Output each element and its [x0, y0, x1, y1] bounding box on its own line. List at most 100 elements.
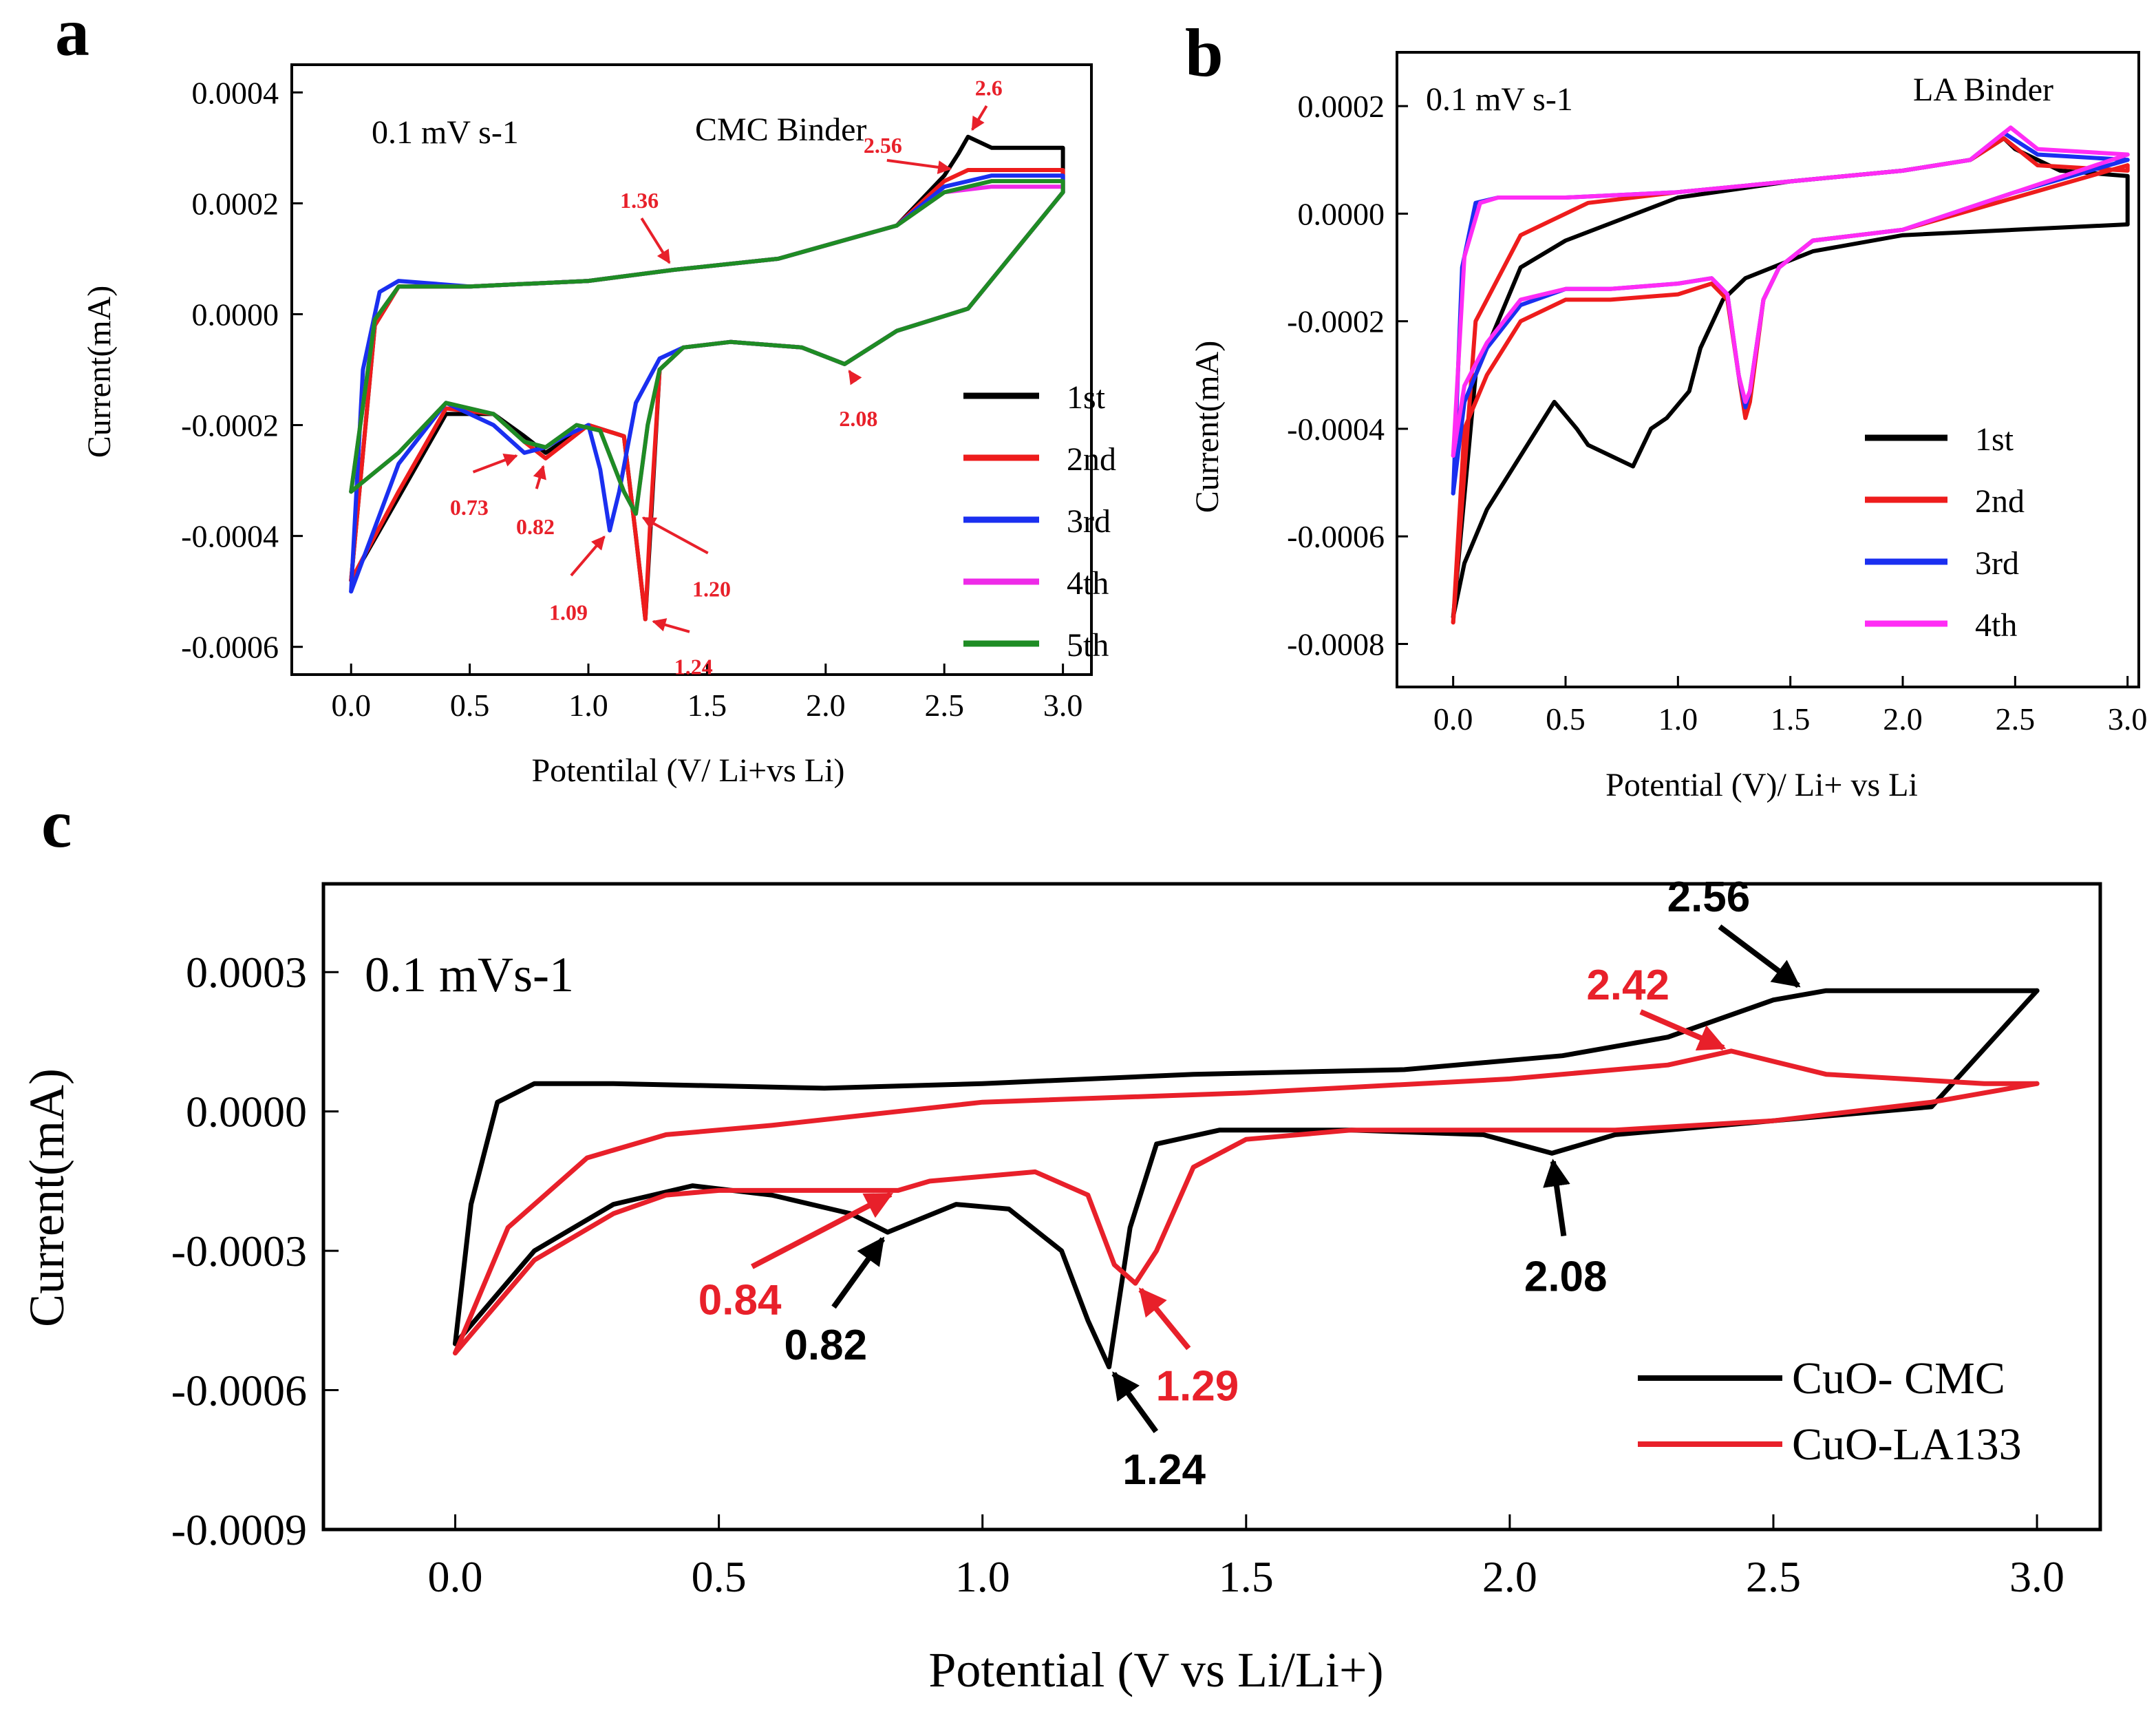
panel-b-frame	[1396, 51, 2140, 688]
panel-a-binder-label: CMC Binder	[695, 112, 866, 148]
panel-a-legend-label: 3rd	[1067, 503, 1111, 540]
panel-a-annotation-label: 0.82	[516, 514, 555, 539]
panel-b-xtick-label: 0.0	[1433, 701, 1473, 737]
panel-b-series-1-anodic-line	[1451, 136, 2130, 620]
panel-c-series-1-anodic-line	[453, 988, 2040, 1346]
panel-c-ytick-label: -0.0009	[171, 1505, 307, 1554]
panel-a: 0.0 0.5 1.0 1.5 2.0 2.5 3.0 0.0004 0.0002 0.0000 -…	[81, 63, 1116, 789]
panel-a-series-5-cathodic-line	[349, 190, 1065, 516]
panel-b-series-3-cathodic-line	[1451, 158, 2130, 496]
panel-c-annotation-label: 1.24	[1122, 1446, 1206, 1494]
panel-a-legend-label: 2nd	[1067, 441, 1116, 478]
panel-a-annotation-arrow	[472, 453, 518, 474]
panel-a-ytick-label: 0.0000	[192, 297, 279, 332]
panel-b-ytick-label: -0.0002	[1287, 304, 1385, 339]
panel-a-legend-label: 4th	[1067, 565, 1109, 602]
panel-c-series-2-cathodic-line	[453, 1081, 2040, 1356]
panel-a-xtick-label: 0.5	[450, 688, 490, 723]
panel-c-xtick-label: 2.0	[1482, 1552, 1537, 1601]
panel-c-ylabel: Current(mA)	[19, 1068, 74, 1327]
panel-a-xtick-label: 2.5	[924, 688, 964, 723]
panel-a-series-4-anodic-line	[349, 184, 1065, 494]
panel-a-ylabel: Current(mA)	[81, 286, 118, 458]
panel-letter-c: c	[41, 785, 72, 862]
panel-c-xtick-label: 1.0	[955, 1552, 1010, 1601]
panel-a-legend-label: 1st	[1067, 379, 1106, 416]
panel-b-ylabel: Current(mA)	[1189, 341, 1226, 514]
panel-b-series-2-cathodic-line	[1451, 163, 2130, 625]
panel-a-xtick-label: 1.0	[568, 688, 608, 723]
panel-a-xlabel: Potentilal (V/ Li+vs Li)	[531, 752, 844, 789]
panel-a-annotation-arrow	[971, 105, 988, 131]
panel-b-xtick-label: 1.0	[1658, 701, 1698, 737]
panel-a-curves	[349, 134, 1065, 622]
panel-b-ticks: 0.0 0.5 1.0 1.5 2.0 2.5 3.0 0.0002 0.0000 -0.0002…	[1287, 89, 2147, 737]
panel-c-annotation-label: 2.42	[1586, 962, 1669, 1009]
panel-a-annotation-label: 2.6	[975, 76, 1003, 100]
panel-c-ticks: 0.0 0.5 1.0 1.5 2.0 2.5 3.0 0.0003 0.0000 -0.0003…	[171, 948, 2064, 1601]
panel-a-ytick-label: 0.0004	[192, 75, 279, 110]
panel-b-binder-label: LA Binder	[1913, 72, 2053, 108]
panel-a-annotation-arrow	[533, 465, 546, 489]
panel-b-ytick-label: -0.0008	[1287, 626, 1385, 662]
panel-c-ytick-label: 0.0000	[186, 1088, 307, 1136]
panel-a-ytick-label: 0.0002	[192, 186, 279, 221]
panel-c-annotation-label: 0.82	[784, 1322, 867, 1369]
panel-c-annotation-arrow	[1543, 1158, 1570, 1237]
panel-c-xtick-label: 0.0	[428, 1552, 483, 1601]
panel-a-legend: 1st 2nd 3rd 4th 5th	[963, 379, 1116, 664]
panel-b-series-2-anodic-line	[1451, 136, 2130, 625]
panel-a-ytick-label: -0.0004	[181, 519, 279, 554]
panel-b-legend-label: 2nd	[1975, 483, 2025, 520]
panel-b-ytick-label: -0.0006	[1287, 519, 1385, 554]
panel-c-frame	[321, 882, 2102, 1532]
panel-a-series-3-anodic-line	[349, 173, 1065, 594]
panel-a-annotation-label: 2.56	[864, 133, 902, 158]
panel-b-xtick-label: 0.5	[1546, 701, 1586, 737]
panel-a-annotation-arrow	[848, 370, 862, 385]
panel-a-series-3-cathodic-line	[349, 190, 1065, 594]
panel-c-xlabel: Potential (V vs Li/Li+)	[928, 1642, 1383, 1697]
panel-b-xlabel: Potential (V)/ Li+ vs Li	[1605, 767, 1918, 803]
panel-b-curves	[1451, 125, 2130, 625]
panel-c-series-1-cathodic-line	[453, 988, 2040, 1370]
panel-b-xtick-label: 2.0	[1883, 701, 1923, 737]
panel-c-legend: CuO- CMC CuO-LA133	[1638, 1353, 2022, 1470]
panel-a-annotation-arrow	[652, 618, 690, 633]
panel-c-annotation-arrow	[751, 1192, 894, 1269]
panel-a-xtick-label: 0.0	[331, 688, 371, 723]
panel-a-annotation-arrow	[570, 536, 606, 577]
panel-a-legend-label: 5th	[1067, 627, 1109, 664]
panel-a-annotations: 2.6 2.56 1.36 2.08 0.73 0.82 1.09 1.20 1.24	[450, 76, 1003, 679]
panel-b-ytick-label: -0.0004	[1287, 412, 1385, 447]
panel-b-legend-label: 4th	[1975, 607, 2017, 644]
panel-a-ytick-label: -0.0002	[181, 408, 279, 443]
panel-letter-a: a	[55, 0, 89, 70]
panel-c-annotation-arrow	[831, 1236, 886, 1309]
panel-a-ticks: 0.0 0.5 1.0 1.5 2.0 2.5 3.0 0.0004 0.0002 0.0000 -…	[181, 75, 1082, 723]
panel-a-annotation-arrow	[886, 158, 952, 174]
panel-b-ytick-label: 0.0002	[1298, 89, 1385, 124]
panel-c-annotation-label: 2.56	[1667, 874, 1751, 921]
panel-a-series-5-anodic-line	[349, 179, 1065, 494]
panel-c-annotation-label: 0.84	[698, 1276, 782, 1324]
panel-c-annotation-label: 2.08	[1524, 1253, 1608, 1300]
panel-b-legend-label: 1st	[1975, 421, 2014, 458]
panel-c-ytick-label: -0.0003	[171, 1227, 307, 1276]
panel-c-legend-label: CuO-LA133	[1792, 1419, 2022, 1470]
panel-c-xtick-label: 2.5	[1746, 1552, 1801, 1601]
panel-c-xtick-label: 0.5	[692, 1552, 747, 1601]
panel-a-annotation-label: 1.09	[549, 600, 588, 625]
panel-a-annotation-label: 2.08	[839, 406, 877, 431]
panel-a-ytick-label: -0.0006	[181, 630, 279, 665]
panel-a-frame	[290, 63, 1093, 676]
panel-c: 0.0 0.5 1.0 1.5 2.0 2.5 3.0 0.0003 0.0000 -0.0003…	[19, 874, 2102, 1697]
panel-c-rate-label: 0.1 mVs-1	[365, 947, 574, 1002]
panel-c-annotation-arrow	[1718, 924, 1801, 988]
panel-b: 0.0 0.5 1.0 1.5 2.0 2.5 3.0 0.0002 0.0000 -0.0002…	[1189, 51, 2147, 803]
panel-a-rate-label: 0.1 mV s-1	[372, 114, 519, 151]
panel-b-xtick-label: 1.5	[1771, 701, 1811, 737]
panel-b-series-1-cathodic-line	[1451, 222, 2130, 620]
panel-c-xtick-label: 3.0	[2009, 1552, 2064, 1601]
